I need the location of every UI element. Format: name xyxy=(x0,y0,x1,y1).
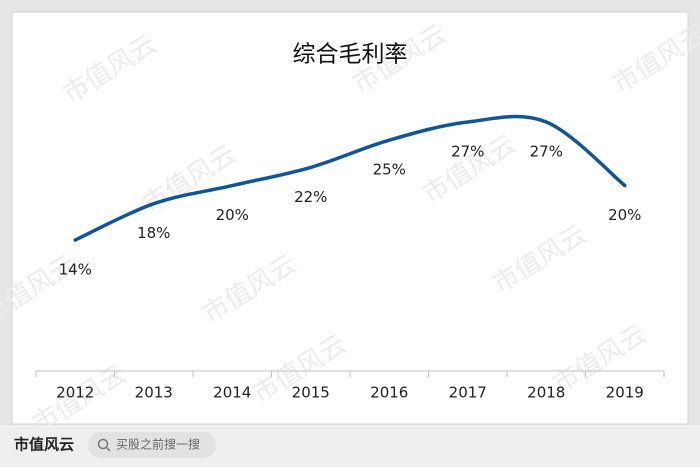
search-icon xyxy=(105,446,111,452)
card xyxy=(11,11,689,425)
x-tick-label: 2012 xyxy=(56,384,94,402)
data-label: 20% xyxy=(608,206,641,224)
search-icon xyxy=(97,438,109,450)
x-tick-label: 2015 xyxy=(292,384,330,402)
data-label: 20% xyxy=(216,206,249,224)
x-tick-label: 2013 xyxy=(135,384,173,402)
line xyxy=(73,114,627,242)
data-label: 14% xyxy=(59,261,92,279)
x-tick-label: 2014 xyxy=(213,384,251,402)
search-text: 买股之前搜一搜 xyxy=(116,437,200,452)
x-tick-label: 2019 xyxy=(606,384,644,402)
x-tick-label: 2018 xyxy=(527,384,565,402)
chart-title: 综合毛利率 xyxy=(293,42,408,68)
data-label: 27% xyxy=(451,143,484,161)
data-label: 25% xyxy=(373,161,406,179)
x-tick-label: 2017 xyxy=(449,384,487,402)
data-label: 27% xyxy=(530,143,563,161)
brand: 市值风云 xyxy=(14,436,74,454)
data-label: 22% xyxy=(294,188,327,206)
data-label: 18% xyxy=(137,224,170,242)
x-tick-label: 2016 xyxy=(370,384,408,402)
search-box[interactable] xyxy=(88,432,216,458)
